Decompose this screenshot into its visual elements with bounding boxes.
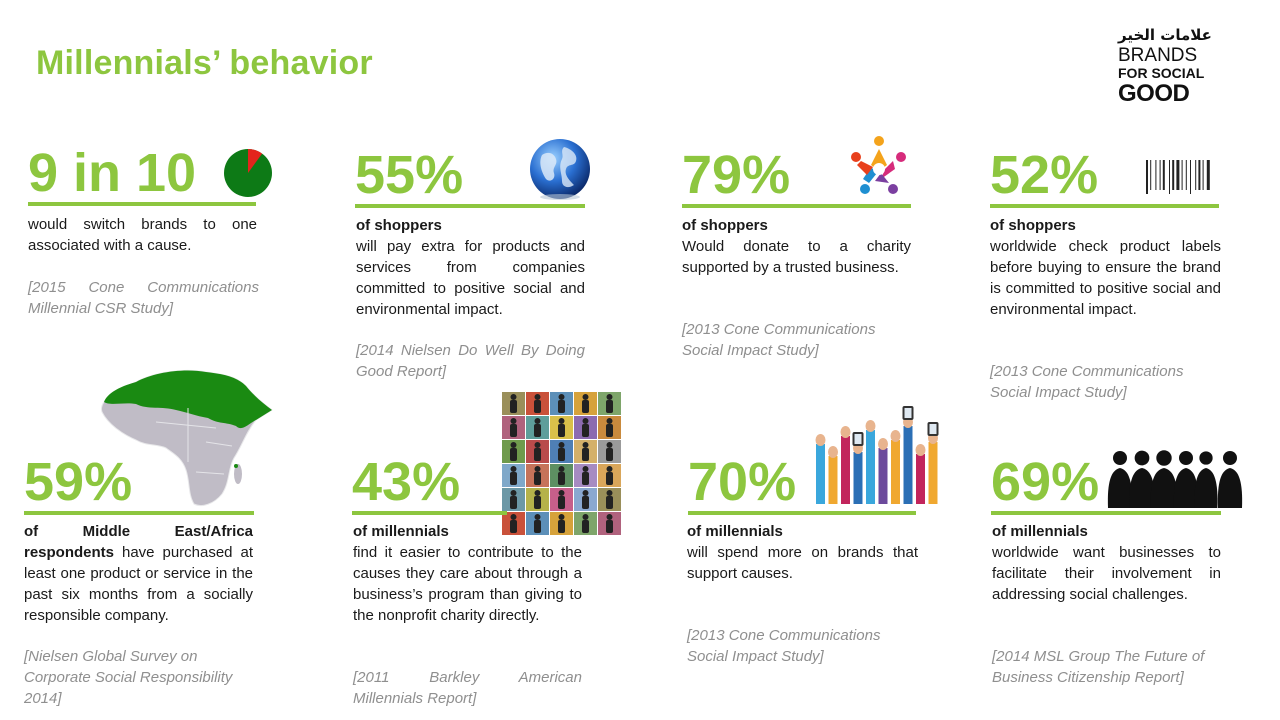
stat-description: of Middle East/Africa respondents have p…	[24, 521, 253, 626]
stat-text: will pay extra for products and services…	[356, 238, 585, 318]
pie-chart-icon	[224, 149, 272, 197]
stat-lead: of shoppers	[990, 217, 1076, 234]
stat-text: worldwide check product labels before bu…	[990, 238, 1221, 318]
stat-source: [Nielsen Global Survey on Corporate Soci…	[24, 648, 233, 707]
stat-card-8: 69%	[991, 455, 1223, 515]
pie-slice	[248, 149, 263, 173]
community-icon	[851, 136, 906, 194]
stat-source: [2013 Cone Communications Social Impact …	[682, 321, 876, 359]
stat-underline	[28, 202, 256, 206]
people-silhouettes-icon	[1107, 450, 1243, 508]
stat-description: of shoppers Would donate to a charity su…	[682, 215, 911, 278]
barcode-icon	[1146, 160, 1210, 194]
stat-source: [2015 Cone Communications Millennial CSR…	[28, 279, 259, 317]
stat-underline	[688, 511, 916, 515]
stat-lead: of shoppers	[356, 217, 442, 234]
stat-underline	[991, 511, 1221, 515]
stat-underline	[682, 204, 911, 208]
stat-value: 69%	[991, 452, 1100, 512]
logo-line-2: FOR SOCIAL	[1118, 65, 1205, 81]
stat-value: 70%	[688, 452, 797, 512]
stat-value: 9 in 10	[28, 143, 197, 203]
stat-source: [2013 Cone Communications Social Impact …	[990, 363, 1184, 401]
globe-icon	[530, 139, 590, 200]
page-title: Millennials’ behavior	[36, 44, 373, 82]
stat-source: [2014 Nielsen Do Well By Doing Good Repo…	[356, 342, 585, 380]
stat-description: of millennials will spend more on brands…	[687, 521, 918, 584]
stat-card-1: 9 in 10	[28, 140, 260, 206]
stat-card-7: 70%	[688, 455, 920, 515]
stat-text: will spend more on brands that support c…	[687, 544, 918, 582]
stat-description: of shoppers worldwide check product labe…	[990, 215, 1221, 320]
stat-card-4: 52%	[990, 148, 1222, 208]
stat-description: of millennials find it easier to contrib…	[353, 521, 582, 626]
stat-underline	[352, 511, 507, 515]
stat-text: find it easier to contribute to the caus…	[353, 544, 582, 624]
africa-map-icon	[101, 369, 273, 507]
stat-value: 55%	[355, 145, 464, 205]
stat-description: of shoppers will pay extra for products …	[356, 215, 585, 320]
stat-lead: of millennials	[353, 523, 449, 540]
stat-text: worldwide want businesses to facilitate …	[992, 544, 1221, 603]
stat-text: Would donate to a charity supported by a…	[682, 238, 911, 276]
stat-card-2: 55%	[355, 148, 587, 208]
stat-lead: of millennials	[992, 523, 1088, 540]
stat-lead: of Middle East/Africa respondents	[24, 523, 253, 561]
people-grid-icon	[502, 392, 621, 535]
stat-value: 59%	[24, 452, 133, 512]
logo-arabic-text: علامات الخير	[1118, 26, 1212, 44]
stat-card-3: 79%	[682, 148, 914, 208]
stat-description: of millennials worldwide want businesses…	[992, 521, 1221, 605]
stat-lead: of shoppers	[682, 217, 768, 234]
stat-lead: of millennials	[687, 523, 783, 540]
stat-value: 43%	[352, 452, 461, 512]
stat-value: 52%	[990, 145, 1099, 205]
stat-source: [2011 Barkley American Millennials Repor…	[353, 669, 582, 707]
brand-logo: علامات الخير BRANDS FOR SOCIAL GOOD	[1118, 28, 1228, 106]
stat-text: have purchased at least one product or s…	[24, 544, 253, 624]
stat-description: would switch brands to one associated wi…	[28, 214, 257, 256]
stat-card-6: 43%	[352, 455, 584, 515]
stat-underline	[355, 204, 585, 208]
stat-text: would switch brands to one associated wi…	[28, 216, 257, 254]
stat-source: [2013 Cone Communications Social Impact …	[687, 627, 881, 665]
stat-value: 79%	[682, 145, 791, 205]
stat-source: [2014 MSL Group The Future of Business C…	[992, 648, 1205, 686]
stat-underline	[24, 511, 254, 515]
stat-underline	[990, 204, 1219, 208]
stat-card-5: 59%	[24, 455, 256, 515]
logo-line-3: GOOD	[1118, 80, 1190, 107]
logo-line-1: BRANDS	[1118, 45, 1198, 66]
raised-hands-icon	[815, 406, 939, 504]
